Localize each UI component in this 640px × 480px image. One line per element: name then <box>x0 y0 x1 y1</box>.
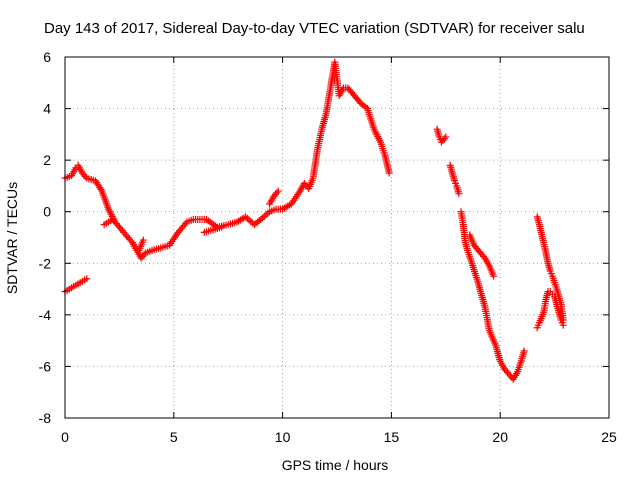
y-axis-title: SDTVAR / TECUs <box>4 182 20 294</box>
data-series <box>433 125 450 146</box>
grid-lines <box>65 57 609 418</box>
data-point <box>559 321 567 329</box>
data-point <box>81 172 89 180</box>
plot-frame <box>64 56 610 419</box>
y-tick-label: -6 <box>39 358 52 374</box>
data-point <box>273 189 281 197</box>
data-series <box>533 288 567 332</box>
data-point <box>127 237 135 245</box>
axis-ticks <box>64 56 610 419</box>
data-series <box>135 236 147 254</box>
data-point <box>140 251 148 259</box>
y-tick-label: 2 <box>43 152 51 168</box>
y-tick-label: 6 <box>43 49 51 65</box>
y-tick-label: 0 <box>43 204 51 220</box>
data-point <box>181 220 189 228</box>
data-point <box>218 223 226 231</box>
x-tick-label: 15 <box>384 429 400 445</box>
data-point <box>274 187 282 195</box>
data-point <box>455 190 463 198</box>
y-tick-label: -8 <box>39 410 52 426</box>
x-tick-label: 5 <box>170 429 178 445</box>
data-markers <box>61 58 567 383</box>
y-tick-label: -2 <box>39 255 52 271</box>
x-tick-labels: 0 5 10 15 20 25 <box>61 429 617 445</box>
data-point <box>490 272 498 280</box>
data-point <box>97 185 105 193</box>
data-point <box>139 236 147 244</box>
data-series <box>61 58 393 262</box>
data-point <box>109 215 117 223</box>
data-point <box>520 347 528 355</box>
x-tick-label: 10 <box>275 429 291 445</box>
data-point <box>385 169 393 177</box>
data-series <box>200 223 226 236</box>
data-series <box>466 231 498 280</box>
data-point <box>83 275 91 283</box>
x-tick-label: 0 <box>61 429 69 445</box>
y-tick-label: -4 <box>39 307 52 323</box>
y-tick-label: 4 <box>43 101 51 117</box>
data-series <box>457 208 528 383</box>
x-axis-title: GPS time / hours <box>282 457 389 473</box>
x-tick-label: 25 <box>601 429 617 445</box>
data-series <box>446 161 463 198</box>
data-point <box>440 135 448 143</box>
data-series <box>100 215 117 229</box>
data-point <box>442 133 450 141</box>
x-tick-label: 20 <box>492 429 508 445</box>
data-series <box>266 187 282 208</box>
data-point <box>480 252 488 260</box>
chart-title: Day 143 of 2017, Sidereal Day-to-day VTE… <box>44 20 585 37</box>
y-tick-labels: -8 -6 -4 -2 0 2 4 6 <box>39 49 52 426</box>
